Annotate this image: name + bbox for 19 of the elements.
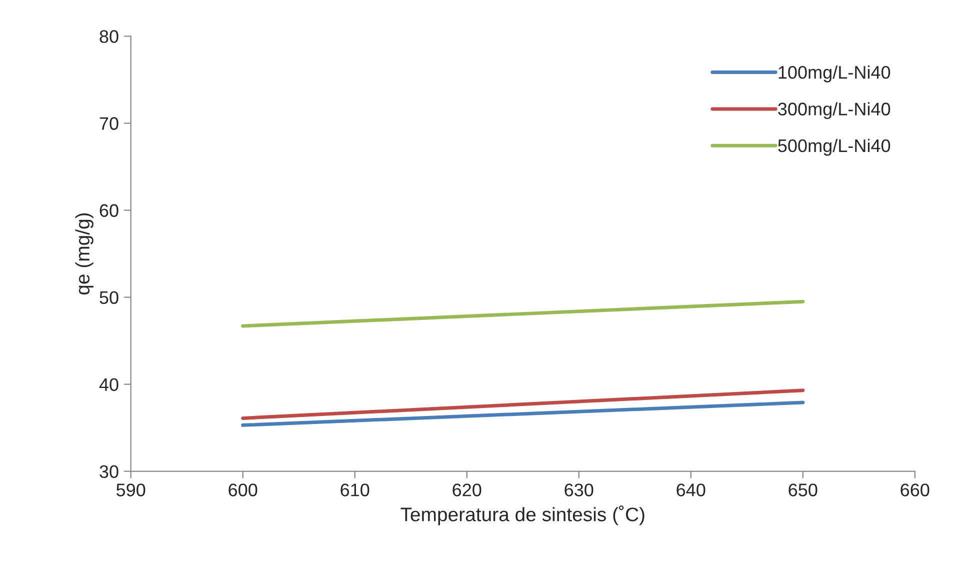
y-tick-label: 80 xyxy=(100,30,118,43)
y-tick-label: 40 xyxy=(99,378,118,391)
legend-label: 500mg/L-Ni40 xyxy=(778,138,890,156)
x-tick-label: 640 xyxy=(676,484,706,496)
x-tick-label: 610 xyxy=(340,484,370,496)
x-tick-label: 620 xyxy=(452,484,482,496)
y-axis-title: qe (mg/g) xyxy=(75,213,94,295)
x-tick-label: 660 xyxy=(900,484,930,496)
x-axis-title: Temperatura de sintesis (˚C) xyxy=(400,505,644,526)
x-tick-label: 650 xyxy=(788,484,818,496)
y-tick-label: 70 xyxy=(100,117,118,130)
y-tick-label: 30 xyxy=(100,465,118,478)
legend-label: 300mg/L-Ni40 xyxy=(778,102,890,120)
legend-label: 100mg/L-Ni40 xyxy=(778,66,890,82)
x-tick-label: 630 xyxy=(564,484,594,496)
y-tick-label: 50 xyxy=(100,291,118,304)
x-tick-label: 590 xyxy=(116,484,146,496)
x-tick-label: 600 xyxy=(228,484,258,496)
y-tick-label: 60 xyxy=(100,204,118,217)
